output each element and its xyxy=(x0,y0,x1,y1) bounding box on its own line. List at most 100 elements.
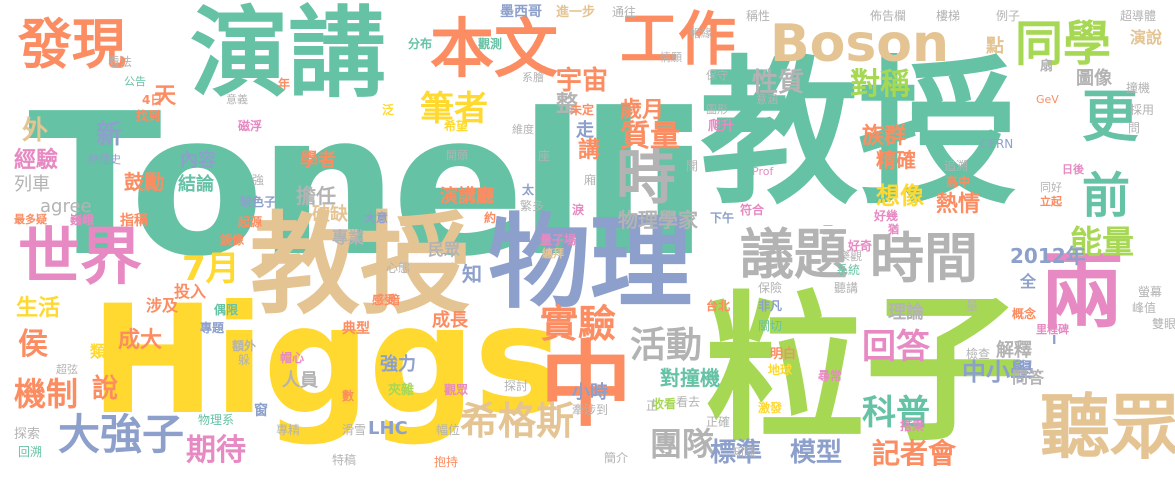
word: 繁多 xyxy=(520,199,545,213)
word: 記者會 xyxy=(872,437,957,470)
word: 理論 xyxy=(888,302,924,323)
word: 前 xyxy=(1082,168,1131,224)
word: 活動 xyxy=(630,325,703,366)
word: 台北 xyxy=(706,299,731,313)
word: 結論 xyxy=(178,174,214,195)
word: 中 xyxy=(540,332,633,439)
word: 新 xyxy=(96,120,123,150)
word: 本文 xyxy=(430,13,558,87)
word: 演說 xyxy=(1130,28,1163,47)
word: 分布 xyxy=(408,37,433,51)
word: 人員 xyxy=(282,370,318,391)
word: 聽眾 xyxy=(1040,386,1175,468)
word: Prof xyxy=(752,165,774,178)
word: 纏拜 xyxy=(542,247,564,260)
word: 下午 xyxy=(710,211,735,225)
word: 全 xyxy=(1020,272,1037,291)
word: Higgs xyxy=(90,274,563,448)
word: 物理 xyxy=(488,204,692,323)
word: 好奇 xyxy=(848,239,873,253)
word: 典型 xyxy=(342,321,370,337)
word: 好幾 xyxy=(874,209,899,223)
word: 歲月 xyxy=(620,98,665,123)
word: 三 xyxy=(822,223,835,237)
word: 開 xyxy=(686,159,699,173)
word: 工作 xyxy=(620,5,737,73)
word: 民眾 xyxy=(428,240,461,259)
word: 帽心 xyxy=(280,351,305,365)
word: 破缺 xyxy=(312,204,348,225)
word: 4日 xyxy=(142,93,163,107)
word: 意涵 xyxy=(756,93,778,106)
word: 淚 xyxy=(572,203,585,217)
word: 起源 xyxy=(238,215,263,229)
word: 看法 xyxy=(108,55,133,69)
word: 維度 xyxy=(512,123,534,136)
word: 問答 xyxy=(1012,368,1045,387)
word: 公告 xyxy=(124,75,146,88)
word: 想像 xyxy=(876,182,924,210)
word: 知識 xyxy=(732,445,757,459)
word: 概念 xyxy=(1012,307,1037,321)
word: agree xyxy=(40,196,92,217)
word: 對稱 xyxy=(850,67,910,102)
word: 暗 xyxy=(388,293,401,307)
word: 感受 xyxy=(372,293,397,307)
word: 猶 xyxy=(888,223,899,236)
word: Boson xyxy=(770,14,950,74)
word: 正確 xyxy=(706,415,731,429)
word: 超弦 xyxy=(56,363,78,376)
word: 解釋 xyxy=(996,340,1032,361)
word: 幅位 xyxy=(436,423,461,437)
word: 樂觀 xyxy=(838,249,863,263)
word: 物理史 xyxy=(88,153,121,166)
word: 投入 xyxy=(174,282,207,301)
word: 模型 xyxy=(790,438,843,468)
word: 能量 xyxy=(1070,223,1135,261)
word: 尋常 xyxy=(818,369,843,383)
word: 看去 xyxy=(676,395,701,409)
word: 明白 xyxy=(770,347,797,362)
word: 玻色子 xyxy=(240,195,277,209)
word: 爬升 xyxy=(708,119,735,134)
word: 立起 xyxy=(1040,195,1062,208)
word: 教授 xyxy=(250,201,470,329)
word: 整 xyxy=(556,92,579,117)
word: LHC xyxy=(368,418,408,439)
word: 圖像 xyxy=(1076,68,1112,89)
word: 團隊 xyxy=(650,425,715,463)
word: 專精 xyxy=(276,423,301,437)
word: 保守 xyxy=(706,69,728,82)
word: 廂 xyxy=(584,173,597,187)
word: 講 xyxy=(578,138,601,163)
word: 指稱 xyxy=(120,213,148,229)
word: 躲 xyxy=(238,353,251,367)
word: 機制 xyxy=(14,375,79,413)
word: 外 xyxy=(22,116,49,146)
word: 列車 xyxy=(14,174,50,195)
word: 實驗 xyxy=(540,302,617,346)
word: 約 xyxy=(484,211,497,225)
word: 專題 xyxy=(200,321,225,335)
word: 涉及 xyxy=(146,296,179,315)
word: 鏡像 xyxy=(220,233,245,247)
word: 特稿 xyxy=(332,453,357,467)
word: 問 xyxy=(1128,121,1141,135)
word: 中小學 xyxy=(962,358,1034,386)
word: 筆者 xyxy=(420,89,488,129)
word: 關切 xyxy=(758,319,783,333)
word: 激發 xyxy=(758,401,783,415)
word: 情願 xyxy=(660,51,682,64)
word: 墨西哥 xyxy=(500,4,542,20)
word: Tonelli xyxy=(28,72,708,300)
word: 符合 xyxy=(740,203,765,217)
word: 世界 xyxy=(18,220,143,293)
word: 例子 xyxy=(996,9,1021,23)
word: 巍峨 xyxy=(70,213,95,227)
word: 進一步 xyxy=(556,5,596,20)
word: 專業 xyxy=(332,228,365,247)
word: 量 xyxy=(966,299,979,313)
word: 扇 xyxy=(1040,59,1054,74)
word: 未定 xyxy=(570,103,595,117)
word: 滑雪 xyxy=(342,423,367,437)
